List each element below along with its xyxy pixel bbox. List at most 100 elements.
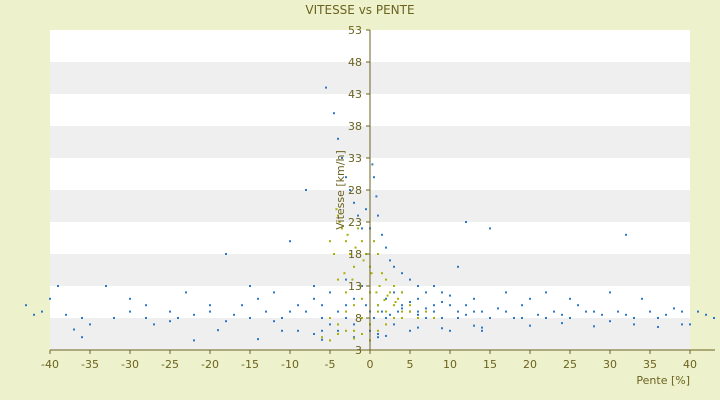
data-point-series-1 bbox=[185, 291, 187, 294]
data-point-series-1 bbox=[381, 310, 383, 313]
data-point-series-2 bbox=[354, 246, 357, 249]
data-point-series-2 bbox=[353, 265, 355, 268]
data-point-series-2 bbox=[338, 221, 341, 223]
data-point-series-1 bbox=[529, 297, 531, 300]
data-point-series-2 bbox=[357, 227, 359, 230]
data-point-series-2 bbox=[397, 297, 399, 300]
data-point-series-1 bbox=[553, 310, 555, 313]
data-point-series-2 bbox=[377, 253, 379, 255]
data-point-series-1 bbox=[409, 329, 411, 332]
data-point-series-1 bbox=[585, 310, 587, 313]
data-point-series-1 bbox=[681, 310, 683, 313]
data-point-series-1 bbox=[249, 285, 251, 287]
data-point-series-1 bbox=[337, 329, 339, 332]
y-tick-label: 8 bbox=[355, 312, 362, 325]
data-point-series-2 bbox=[346, 233, 349, 236]
y-tick-label: 43 bbox=[348, 88, 362, 101]
y-tick-label: 23 bbox=[348, 216, 362, 229]
data-point-series-2 bbox=[343, 272, 346, 275]
data-point-series-1 bbox=[345, 317, 347, 319]
data-point-series-2 bbox=[361, 297, 363, 300]
data-point-series-1 bbox=[177, 317, 179, 319]
data-point-series-1 bbox=[417, 313, 419, 316]
data-point-series-1 bbox=[697, 310, 699, 313]
data-point-series-1 bbox=[129, 310, 131, 313]
data-point-series-1 bbox=[361, 285, 363, 287]
data-point-series-1 bbox=[505, 291, 507, 294]
data-point-series-1 bbox=[73, 328, 75, 331]
data-point-series-1 bbox=[321, 304, 323, 307]
axes: -40 -35 -30 -25 -20 -15 -10 -5 0 5 10 15 20 25 30 35 40 3… bbox=[41, 24, 715, 371]
data-point-series-2 bbox=[337, 278, 339, 281]
data-point-series-2 bbox=[337, 333, 339, 335]
data-point-series-2 bbox=[417, 317, 419, 319]
x-tick-label: 0 bbox=[367, 358, 374, 371]
data-point-series-1 bbox=[465, 313, 467, 316]
data-point-series-2 bbox=[401, 317, 403, 319]
data-point-series-1 bbox=[241, 304, 243, 307]
data-point-series-2 bbox=[433, 317, 435, 319]
data-point-series-1 bbox=[365, 208, 367, 211]
data-point-series-1 bbox=[441, 327, 443, 330]
data-point-series-1 bbox=[457, 265, 459, 268]
data-point-series-2 bbox=[370, 272, 373, 275]
data-point-series-1 bbox=[153, 323, 155, 326]
data-point-series-2 bbox=[353, 337, 355, 340]
x-tick-label: 15 bbox=[483, 358, 497, 371]
data-point-series-1 bbox=[617, 310, 619, 313]
data-point-series-1 bbox=[281, 329, 283, 332]
y-tick-label: 48 bbox=[348, 56, 362, 69]
data-point-series-1 bbox=[545, 317, 547, 319]
data-point-series-1 bbox=[49, 297, 51, 300]
data-point-series-1 bbox=[349, 189, 351, 191]
data-point-series-2 bbox=[329, 317, 331, 319]
data-point-series-2 bbox=[333, 253, 335, 255]
data-point-series-1 bbox=[193, 313, 195, 316]
data-point-series-1 bbox=[65, 313, 67, 316]
data-point-series-1 bbox=[521, 317, 523, 319]
data-point-series-1 bbox=[577, 304, 579, 307]
data-point-series-1 bbox=[129, 297, 131, 300]
data-point-series-1 bbox=[281, 317, 283, 319]
data-point-series-1 bbox=[361, 227, 363, 230]
data-point-series-1 bbox=[385, 334, 387, 337]
data-point-series-1 bbox=[673, 307, 675, 310]
data-point-series-2 bbox=[409, 310, 411, 313]
data-point-series-2 bbox=[329, 240, 331, 243]
data-point-series-2 bbox=[361, 317, 363, 319]
data-point-series-1 bbox=[81, 317, 83, 319]
y-tick-label: 3 bbox=[355, 344, 362, 357]
data-point-series-1 bbox=[609, 320, 611, 323]
data-point-series-1 bbox=[113, 317, 115, 319]
data-point-series-1 bbox=[341, 157, 343, 159]
data-point-series-2 bbox=[389, 291, 391, 294]
data-point-series-1 bbox=[373, 317, 375, 319]
data-point-series-1 bbox=[377, 214, 379, 217]
data-point-series-1 bbox=[409, 278, 411, 281]
data-point-series-1 bbox=[457, 317, 459, 319]
data-point-series-2 bbox=[393, 285, 395, 287]
data-point-series-2 bbox=[329, 339, 331, 342]
data-point-series-1 bbox=[89, 323, 91, 326]
data-point-series-1 bbox=[473, 310, 475, 313]
data-point-series-1 bbox=[297, 304, 299, 307]
data-point-series-1 bbox=[389, 259, 391, 262]
y-tick-label: 18 bbox=[348, 248, 362, 261]
data-point-series-1 bbox=[381, 233, 383, 236]
x-tick-label: -5 bbox=[325, 358, 336, 371]
data-point-series-1 bbox=[305, 310, 307, 313]
data-point-series-2 bbox=[345, 310, 347, 313]
x-tick-label: 40 bbox=[683, 358, 697, 371]
data-point-series-1 bbox=[105, 285, 107, 287]
data-point-series-1 bbox=[593, 325, 595, 328]
data-point-series-1 bbox=[641, 297, 643, 300]
data-point-series-2 bbox=[361, 333, 363, 335]
data-point-series-1 bbox=[473, 297, 475, 300]
data-point-series-1 bbox=[449, 294, 451, 297]
data-point-series-1 bbox=[337, 137, 339, 140]
data-point-series-1 bbox=[371, 163, 374, 166]
data-point-series-1 bbox=[325, 86, 327, 89]
data-point-series-1 bbox=[265, 310, 267, 313]
data-point-series-2 bbox=[377, 304, 379, 307]
data-point-series-1 bbox=[365, 304, 367, 307]
